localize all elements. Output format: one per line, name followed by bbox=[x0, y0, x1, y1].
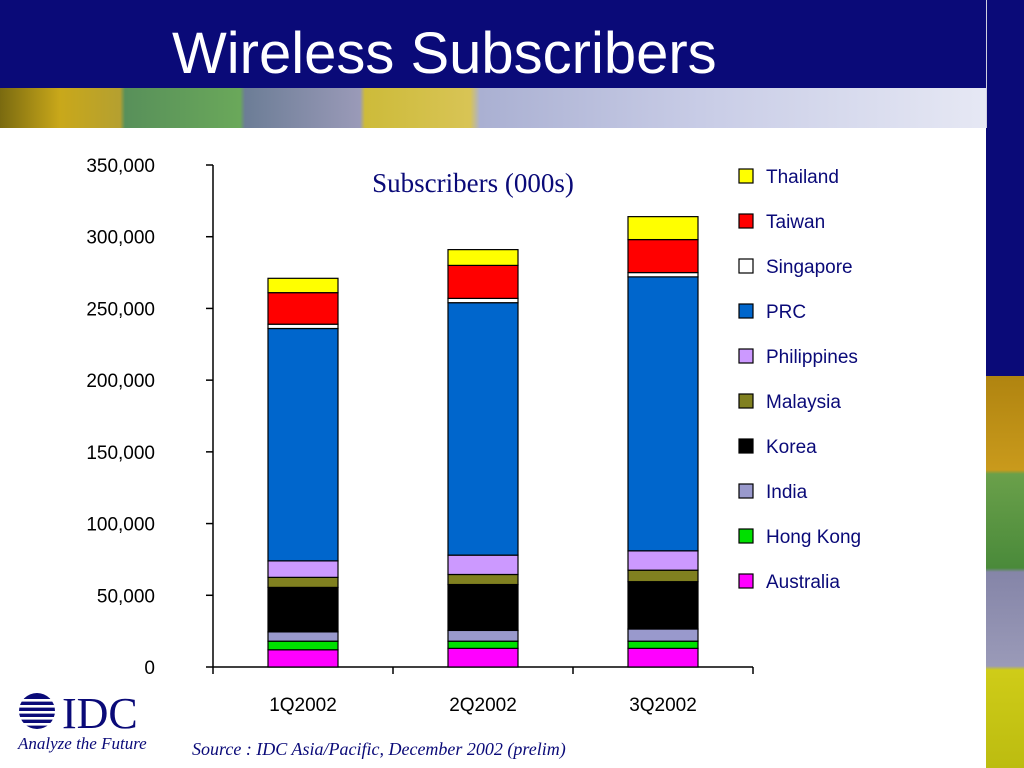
bar-segment-australia bbox=[267, 649, 339, 668]
bar-segment-philippines bbox=[447, 554, 519, 576]
legend-swatch-thailand bbox=[738, 168, 754, 184]
bar-segment-taiwan bbox=[267, 292, 339, 325]
y-tick-label: 200,000 bbox=[86, 371, 155, 392]
bar-segment-korea bbox=[267, 586, 339, 633]
bar-segment-hong-kong bbox=[447, 640, 519, 649]
bar-segment-taiwan bbox=[627, 238, 699, 274]
y-tick-label: 100,000 bbox=[86, 515, 155, 536]
bar-segment-philippines bbox=[627, 550, 699, 571]
source-note: Source : IDC Asia/Pacific, December 2002… bbox=[192, 739, 566, 759]
bar-segment-australia bbox=[627, 647, 699, 668]
bar-segment-malaysia bbox=[267, 576, 339, 588]
legend-swatch-taiwan bbox=[738, 213, 754, 229]
legend-swatch-prc bbox=[738, 303, 754, 319]
y-tick-label: 150,000 bbox=[86, 443, 155, 464]
legend-swatch-malaysia bbox=[738, 393, 754, 409]
bar-segment-india bbox=[447, 629, 519, 642]
legend-swatch-korea bbox=[738, 438, 754, 454]
y-tick-label: 350,000 bbox=[86, 156, 155, 177]
bar-segment-india bbox=[267, 631, 339, 642]
legend-label-philippines: Philippines bbox=[766, 347, 858, 368]
y-tick-label: 300,000 bbox=[86, 228, 155, 249]
bar-segment-malaysia bbox=[447, 573, 519, 586]
bar-segment-australia bbox=[447, 647, 519, 668]
bar-segment-philippines bbox=[267, 560, 339, 578]
bar-segment-prc bbox=[447, 302, 519, 556]
legend-label-india: India bbox=[766, 482, 808, 503]
bar-segment-hong-kong bbox=[627, 640, 699, 649]
legend-label-malaysia: Malaysia bbox=[766, 392, 841, 413]
bar-segment-singapore bbox=[447, 297, 519, 304]
slide-title: Wireless Subscribers bbox=[172, 21, 717, 86]
x-tick-label: 3Q2002 bbox=[629, 695, 697, 716]
bar-segment-korea bbox=[627, 581, 699, 630]
bar-segment-malaysia bbox=[627, 569, 699, 583]
idc-logo: IDC bbox=[18, 690, 138, 732]
bar-segment-thailand bbox=[447, 249, 519, 266]
logo-wordmark: IDC bbox=[62, 690, 138, 732]
decorative-photo-strip bbox=[0, 88, 986, 128]
legend-label-prc: PRC bbox=[766, 302, 806, 323]
legend-label-thailand: Thailand bbox=[766, 167, 839, 188]
logo-tagline: Analyze the Future bbox=[18, 734, 147, 753]
legend-swatch-philippines bbox=[738, 348, 754, 364]
title-bar bbox=[0, 0, 986, 88]
stacked-bar-chart: 0 50,000 100,000 150,000 200,000 250,000 300,0… bbox=[86, 156, 861, 716]
legend-swatch-australia bbox=[738, 573, 754, 589]
bar-segment-singapore bbox=[627, 271, 699, 278]
bar-segment-prc bbox=[267, 327, 339, 562]
decorative-side-band bbox=[986, 0, 1024, 768]
legend-swatch-india bbox=[738, 483, 754, 499]
y-tick-label: 50,000 bbox=[97, 586, 155, 607]
bar-segment-singapore bbox=[267, 323, 339, 330]
legend-label-hong-kong: Hong Kong bbox=[766, 527, 861, 548]
x-tick-label: 2Q2002 bbox=[449, 695, 517, 716]
x-tick-label: 1Q2002 bbox=[269, 695, 337, 716]
legend-label-singapore: Singapore bbox=[766, 257, 853, 278]
legend-label-korea: Korea bbox=[766, 437, 817, 458]
bar-segment-taiwan bbox=[447, 264, 519, 299]
bar-segment-thailand bbox=[267, 277, 339, 294]
y-tick-label: 250,000 bbox=[86, 299, 155, 320]
bar-segment-hong-kong bbox=[267, 640, 339, 651]
legend-swatch-singapore bbox=[738, 258, 754, 274]
bar-segment-india bbox=[627, 628, 699, 642]
legend-label-australia: Australia bbox=[766, 572, 840, 593]
bar-segment-prc bbox=[627, 276, 699, 552]
bar-segment-korea bbox=[447, 583, 519, 632]
bar-segment-thailand bbox=[627, 216, 699, 241]
legend-label-taiwan: Taiwan bbox=[766, 212, 825, 233]
chart-title: Subscribers (000s) bbox=[372, 168, 574, 198]
legend-swatch-hong-kong bbox=[738, 528, 754, 544]
globe-icon bbox=[18, 693, 56, 729]
y-tick-label: 0 bbox=[144, 658, 155, 679]
